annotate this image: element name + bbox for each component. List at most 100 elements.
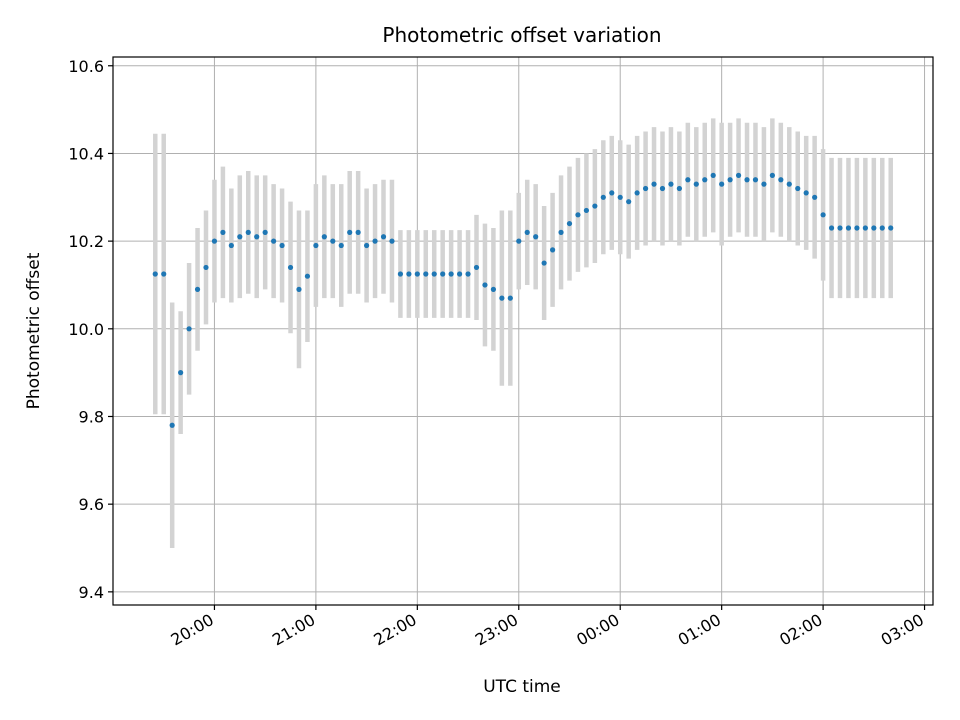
data-point <box>237 234 243 240</box>
data-point <box>186 326 192 332</box>
data-point <box>651 181 657 187</box>
data-points <box>152 172 894 428</box>
data-point <box>592 203 598 209</box>
data-point <box>609 190 615 196</box>
data-point <box>516 238 522 244</box>
data-point <box>812 194 818 200</box>
y-tick-label: 10.6 <box>68 57 104 76</box>
data-point <box>642 185 649 192</box>
data-point <box>744 177 750 183</box>
data-point <box>549 247 556 253</box>
data-point <box>355 229 361 235</box>
x-tick-label: 22:00 <box>370 610 419 650</box>
data-point <box>752 177 759 183</box>
data-point <box>820 212 826 218</box>
data-point <box>440 271 446 277</box>
data-point <box>837 225 843 231</box>
data-point <box>169 422 175 428</box>
data-point <box>338 242 344 249</box>
data-point <box>152 271 158 277</box>
y-tick-label: 10.4 <box>68 144 104 163</box>
data-point <box>617 194 623 200</box>
data-point <box>397 271 404 277</box>
data-point <box>482 282 488 288</box>
data-point <box>414 271 420 277</box>
data-point <box>778 177 784 183</box>
chart-title: Photometric offset variation <box>382 23 661 47</box>
data-point <box>710 172 716 178</box>
data-point <box>541 260 547 266</box>
data-point <box>854 225 860 231</box>
data-point <box>364 242 370 249</box>
data-point <box>583 207 590 214</box>
x-tick-label: 23:00 <box>472 610 521 650</box>
data-point <box>575 212 581 218</box>
data-point <box>803 190 809 196</box>
data-point <box>634 190 640 196</box>
y-tick-label: 10.2 <box>68 232 104 251</box>
x-axis-label: UTC time <box>483 677 561 697</box>
data-point <box>668 181 674 187</box>
data-point <box>228 242 234 249</box>
data-point <box>795 185 801 192</box>
data-point <box>287 264 294 271</box>
x-tick-label: 20:00 <box>168 610 217 650</box>
data-point <box>178 370 184 376</box>
data-point <box>659 185 666 192</box>
data-point <box>245 229 251 235</box>
data-point <box>406 271 412 277</box>
data-point <box>735 172 742 178</box>
data-point <box>372 238 378 244</box>
data-point <box>727 177 733 183</box>
x-tick-label: 00:00 <box>573 610 622 650</box>
data-point <box>262 229 268 235</box>
data-point <box>254 234 260 240</box>
data-point <box>702 177 708 183</box>
y-axis-label: Photometric offset <box>24 252 44 409</box>
plot-frame <box>112 56 934 606</box>
data-point <box>203 264 209 271</box>
error-bars <box>153 118 893 549</box>
data-point <box>465 271 471 277</box>
data-point <box>566 220 573 227</box>
x-tick-label: 02:00 <box>776 610 825 650</box>
data-point <box>685 177 691 183</box>
data-point <box>347 229 353 235</box>
data-point <box>676 185 682 192</box>
data-point <box>600 194 606 200</box>
data-point <box>321 234 327 240</box>
x-tick-label: 03:00 <box>878 610 927 650</box>
grid-lines <box>113 57 933 605</box>
data-point <box>879 225 885 231</box>
data-point <box>761 181 767 187</box>
data-point <box>380 234 387 240</box>
data-point <box>220 229 226 235</box>
data-point <box>558 229 564 235</box>
y-tick-label: 9.8 <box>79 407 104 426</box>
data-point <box>304 273 311 279</box>
data-point <box>862 225 868 231</box>
data-point <box>626 199 632 205</box>
data-point <box>719 181 725 187</box>
data-point <box>871 225 877 231</box>
data-point <box>473 264 480 271</box>
data-point <box>161 271 167 277</box>
data-point <box>456 271 463 277</box>
x-axis-ticks: 20:00 21:00 22:00 23:00 00:00 01:00 02:00 03:00 <box>168 605 927 650</box>
data-point <box>845 225 852 231</box>
data-point <box>524 229 530 235</box>
x-tick-label: 21:00 <box>269 610 318 650</box>
data-point <box>330 238 336 244</box>
data-point <box>296 286 302 292</box>
data-point <box>769 172 775 178</box>
y-axis-ticks: 9.4 9.6 9.8 10.0 10.2 10.4 10.6 <box>68 57 113 602</box>
data-point <box>431 271 437 277</box>
x-tick-label: 01:00 <box>675 610 724 650</box>
data-point <box>888 225 894 231</box>
data-point <box>533 234 539 240</box>
data-point <box>828 225 835 231</box>
data-point <box>271 238 277 244</box>
data-point <box>279 242 285 249</box>
y-tick-label: 9.6 <box>79 495 104 514</box>
